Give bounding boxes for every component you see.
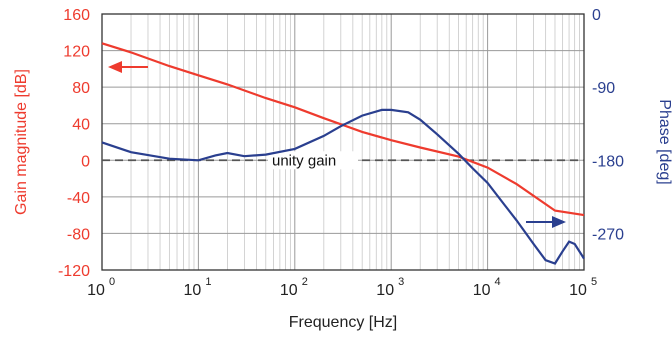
- x-tick-label: 10: [87, 282, 105, 299]
- x-tick-exponent: 2: [302, 276, 308, 288]
- left-tick-label: -40: [67, 190, 90, 207]
- x-tick-label: 10: [376, 282, 394, 299]
- x-tick-exponent: 4: [495, 276, 501, 288]
- phase-series: [101, 108, 585, 265]
- x-tick-label: 10: [473, 282, 491, 299]
- x-tick-label: 10: [569, 282, 587, 299]
- right-axis-ticks: 0 -90 -180 -270: [592, 7, 624, 243]
- left-axis-label: Gain magnitude [dB]: [13, 69, 30, 215]
- x-axis-label: Frequency [Hz]: [289, 314, 397, 331]
- left-tick-label: 80: [72, 80, 90, 97]
- left-tick-label: 160: [63, 7, 90, 24]
- right-tick-label: -90: [592, 80, 615, 97]
- x-tick-exponent: 5: [591, 276, 597, 288]
- x-tick-label: 10: [184, 282, 202, 299]
- gain-magnitude-series: [101, 42, 585, 217]
- right-tick-label: -270: [592, 226, 624, 243]
- right-axis-label: Phase [deg]: [656, 99, 672, 184]
- right-tick-label: 0: [592, 7, 601, 24]
- phase-axis-arrow: [526, 216, 566, 228]
- left-axis-ticks: 160 120 80 40 0 -40 -80 -120: [58, 7, 90, 280]
- x-tick-label: 10: [280, 282, 298, 299]
- left-tick-label: 40: [72, 117, 90, 134]
- unity-gain-label-bg: [268, 151, 358, 170]
- x-tick-exponent: 0: [109, 276, 115, 288]
- major-gridlines: [101, 13, 585, 271]
- minor-gridlines: [130, 14, 580, 270]
- x-axis-ticks: 10 0 10 1 10 2 10 3 10 4 10 5: [87, 276, 597, 299]
- unity-gain-label: unity gain: [272, 152, 336, 169]
- x-tick-exponent: 1: [205, 276, 211, 288]
- plot-frame: [101, 13, 585, 271]
- left-tick-label: 0: [81, 153, 90, 170]
- left-tick-label: -120: [58, 263, 90, 280]
- gain-axis-arrow: [108, 61, 148, 73]
- right-tick-label: -180: [592, 153, 624, 170]
- left-tick-label: -80: [67, 226, 90, 243]
- x-tick-exponent: 3: [398, 276, 404, 288]
- left-tick-label: 120: [63, 44, 90, 61]
